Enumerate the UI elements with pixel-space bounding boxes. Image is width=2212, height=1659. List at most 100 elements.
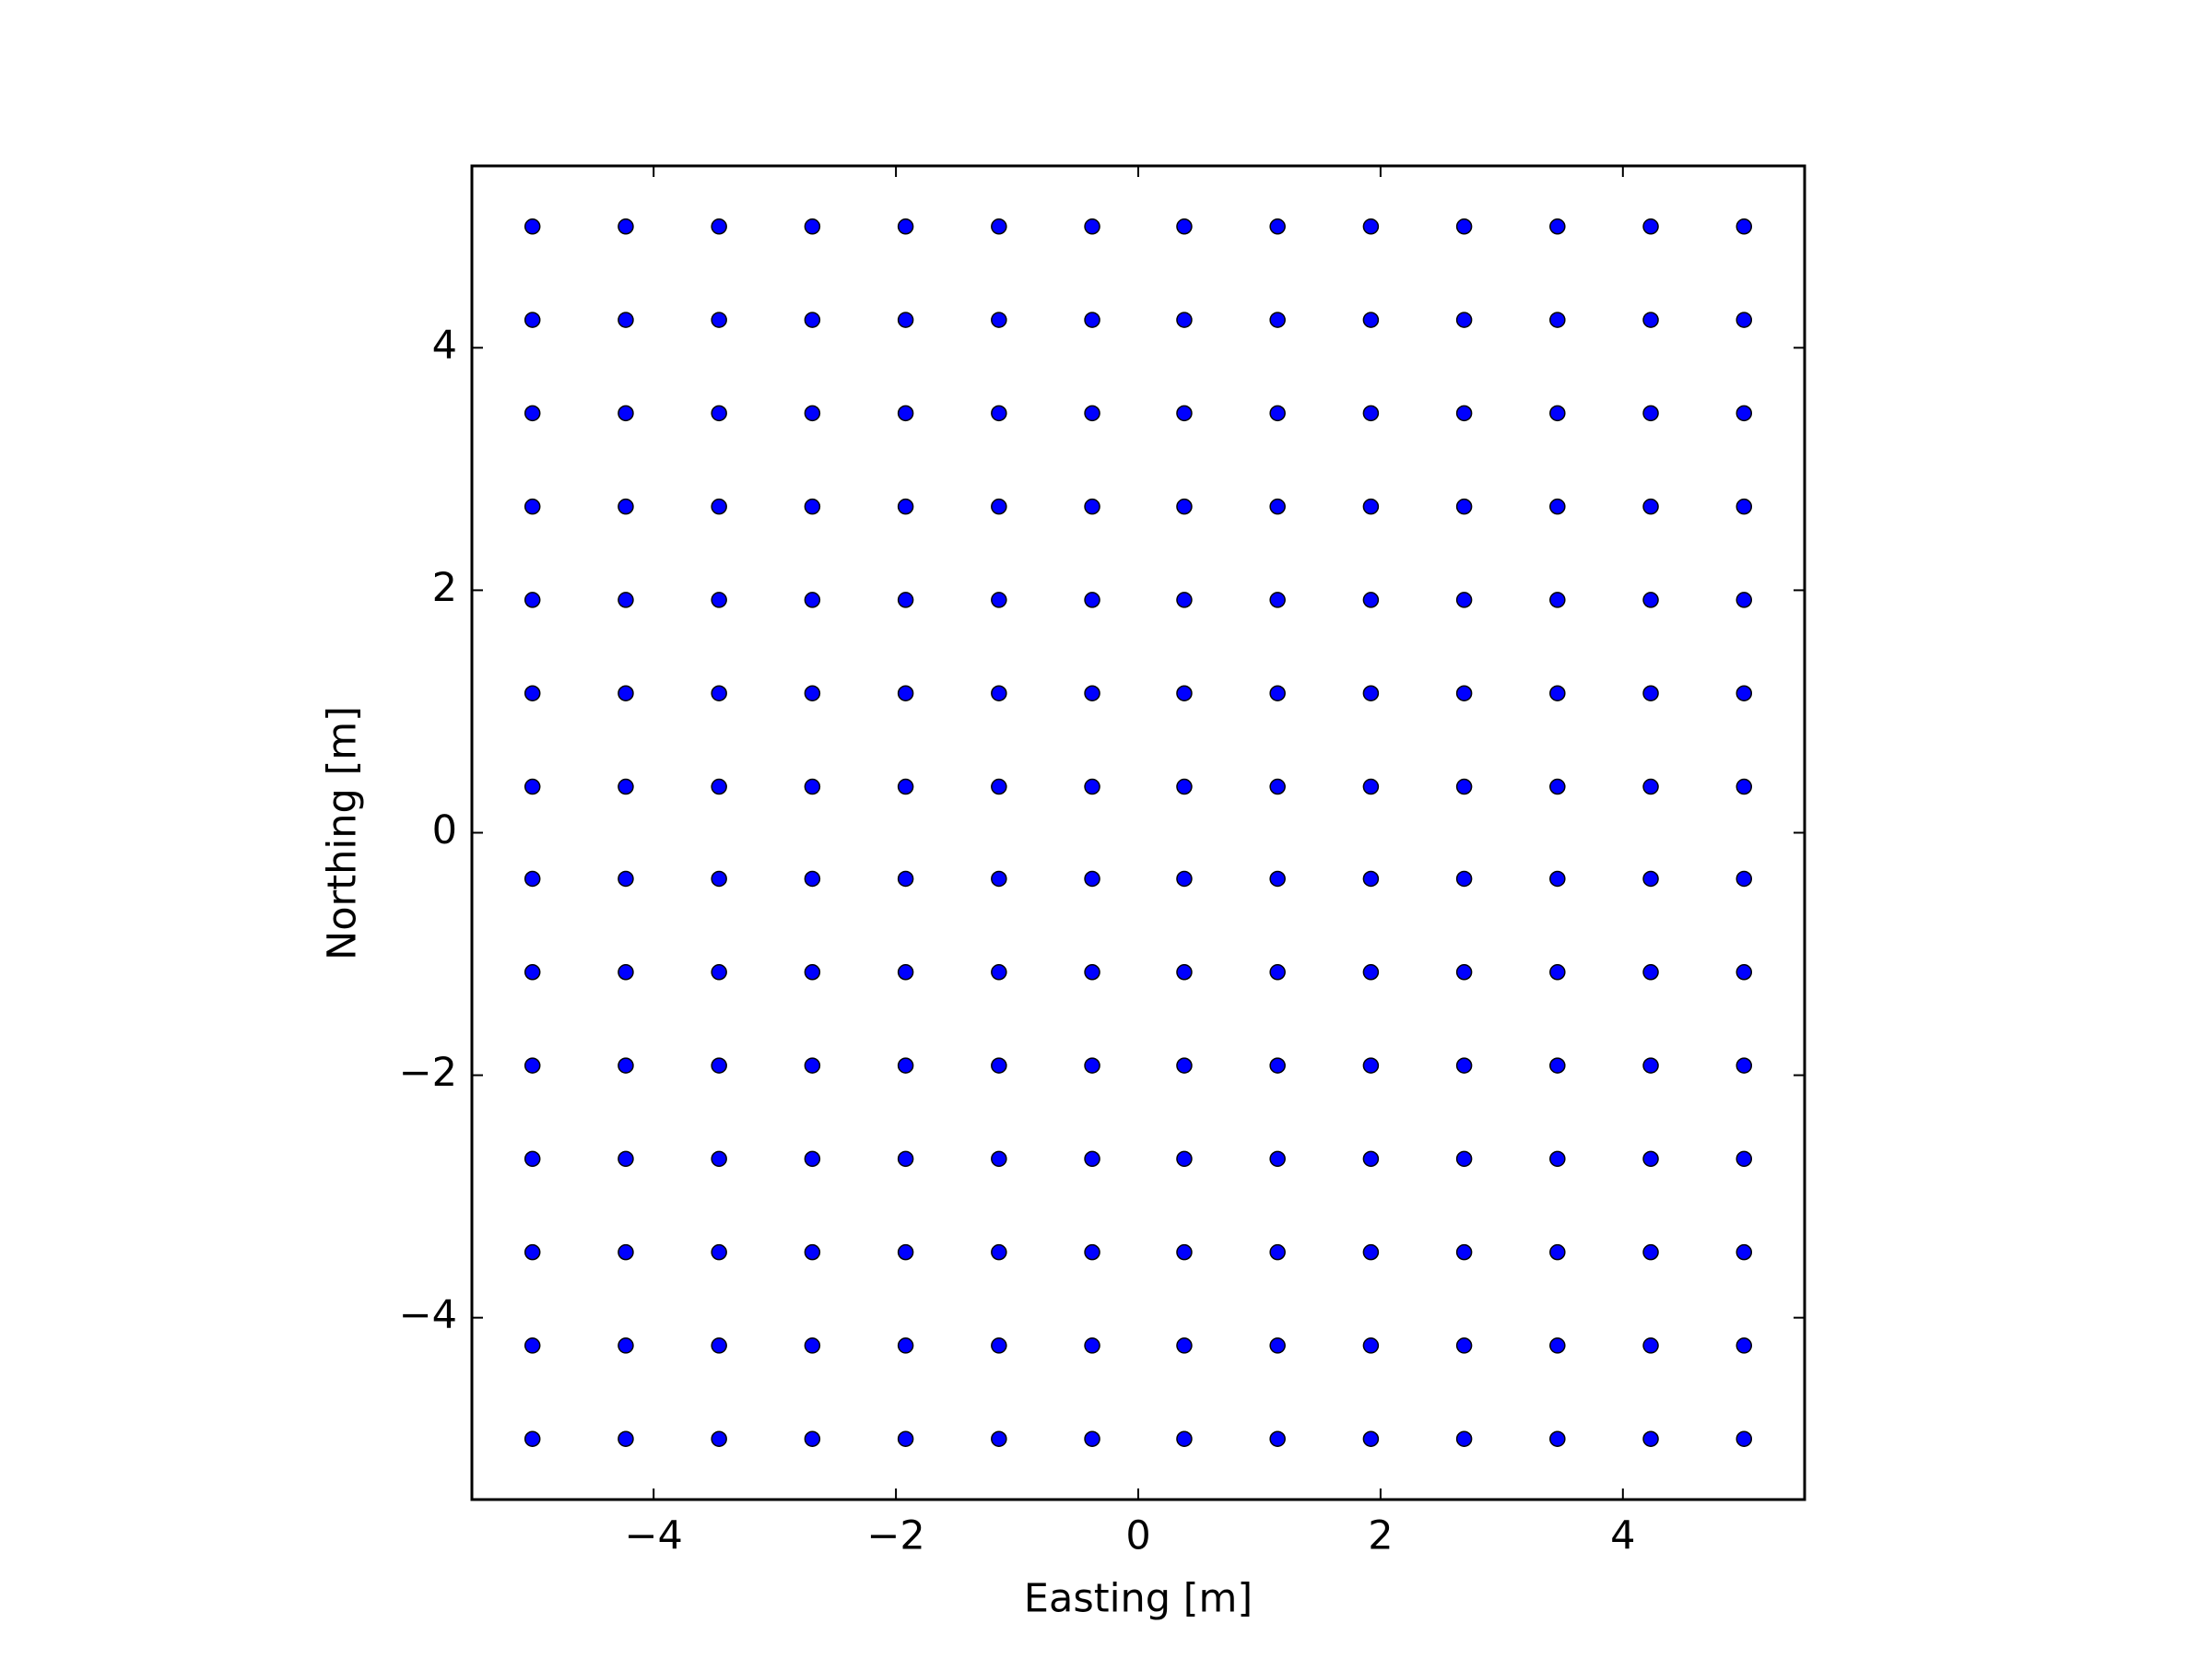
point <box>1735 778 1753 795</box>
point <box>1455 1337 1473 1354</box>
point <box>618 685 634 701</box>
point <box>1269 685 1286 701</box>
point <box>524 405 541 422</box>
point <box>1735 1243 1753 1261</box>
point <box>1549 1430 1566 1447</box>
point <box>1362 1430 1380 1447</box>
point <box>1455 312 1473 328</box>
point <box>1084 964 1100 981</box>
point <box>1549 498 1566 515</box>
point <box>1642 498 1659 515</box>
point <box>897 685 914 701</box>
point <box>1362 870 1380 888</box>
point <box>1642 964 1659 981</box>
point <box>1642 312 1659 328</box>
point <box>991 1430 1007 1447</box>
point <box>1549 218 1566 235</box>
point <box>1735 498 1753 515</box>
point <box>1362 592 1380 608</box>
point <box>1176 1150 1193 1168</box>
point <box>711 498 727 515</box>
point <box>1455 405 1473 422</box>
x-tick-label: −2 <box>866 1513 924 1559</box>
point <box>897 592 914 608</box>
x-tick-label: −4 <box>624 1513 682 1559</box>
point <box>1269 592 1286 608</box>
point <box>897 1243 914 1261</box>
point <box>711 405 727 422</box>
point <box>897 405 914 422</box>
point <box>618 405 634 422</box>
point <box>1455 1150 1473 1168</box>
point <box>991 1057 1007 1074</box>
point <box>1549 1057 1566 1074</box>
point <box>1362 685 1380 701</box>
point <box>991 1243 1007 1261</box>
point <box>1362 1057 1380 1074</box>
point <box>1642 870 1659 888</box>
point <box>618 592 634 608</box>
point <box>524 218 541 235</box>
point <box>618 870 634 888</box>
point <box>618 778 634 795</box>
point <box>804 1150 821 1168</box>
point <box>991 405 1007 422</box>
point <box>618 964 634 981</box>
point <box>1176 498 1193 515</box>
point <box>524 870 541 888</box>
point <box>1735 1057 1753 1074</box>
point <box>1176 870 1193 888</box>
point <box>1549 964 1566 981</box>
point <box>1735 1150 1753 1168</box>
point <box>1642 778 1659 795</box>
point <box>1549 1150 1566 1168</box>
point <box>711 218 727 235</box>
point <box>991 685 1007 701</box>
point <box>1269 218 1286 235</box>
point <box>897 1057 914 1074</box>
point <box>1269 870 1286 888</box>
point <box>1269 312 1286 328</box>
y-tick-label: 4 <box>432 323 457 369</box>
point <box>1735 592 1753 608</box>
point <box>1176 1430 1193 1447</box>
x-tick-label: 4 <box>1610 1513 1635 1559</box>
point <box>1455 1430 1473 1447</box>
point <box>897 1430 914 1447</box>
point <box>1176 405 1193 422</box>
point <box>524 312 541 328</box>
point <box>1455 218 1473 235</box>
point <box>1176 218 1193 235</box>
point <box>711 1243 727 1261</box>
point <box>1176 1057 1193 1074</box>
point <box>991 964 1007 981</box>
point <box>1735 1430 1753 1447</box>
point <box>1642 592 1659 608</box>
point <box>1362 1150 1380 1168</box>
point <box>897 870 914 888</box>
point <box>1084 1430 1100 1447</box>
point <box>1549 1337 1566 1354</box>
point <box>711 778 727 795</box>
point <box>991 218 1007 235</box>
point <box>1455 498 1473 515</box>
point <box>1735 218 1753 235</box>
point <box>1642 1243 1659 1261</box>
point <box>991 1150 1007 1168</box>
point <box>711 312 727 328</box>
point <box>1084 312 1100 328</box>
point <box>1455 870 1473 888</box>
point <box>1269 964 1286 981</box>
point <box>524 1337 541 1354</box>
point <box>618 498 634 515</box>
point <box>804 312 821 328</box>
point <box>804 218 821 235</box>
point <box>1269 1430 1286 1447</box>
point <box>1269 1150 1286 1168</box>
point <box>897 498 914 515</box>
y-tick-label: 0 <box>432 807 457 853</box>
point <box>1362 964 1380 981</box>
y-axis-label: Northing [m] <box>320 706 366 960</box>
point <box>897 1337 914 1354</box>
point <box>1084 1150 1100 1168</box>
